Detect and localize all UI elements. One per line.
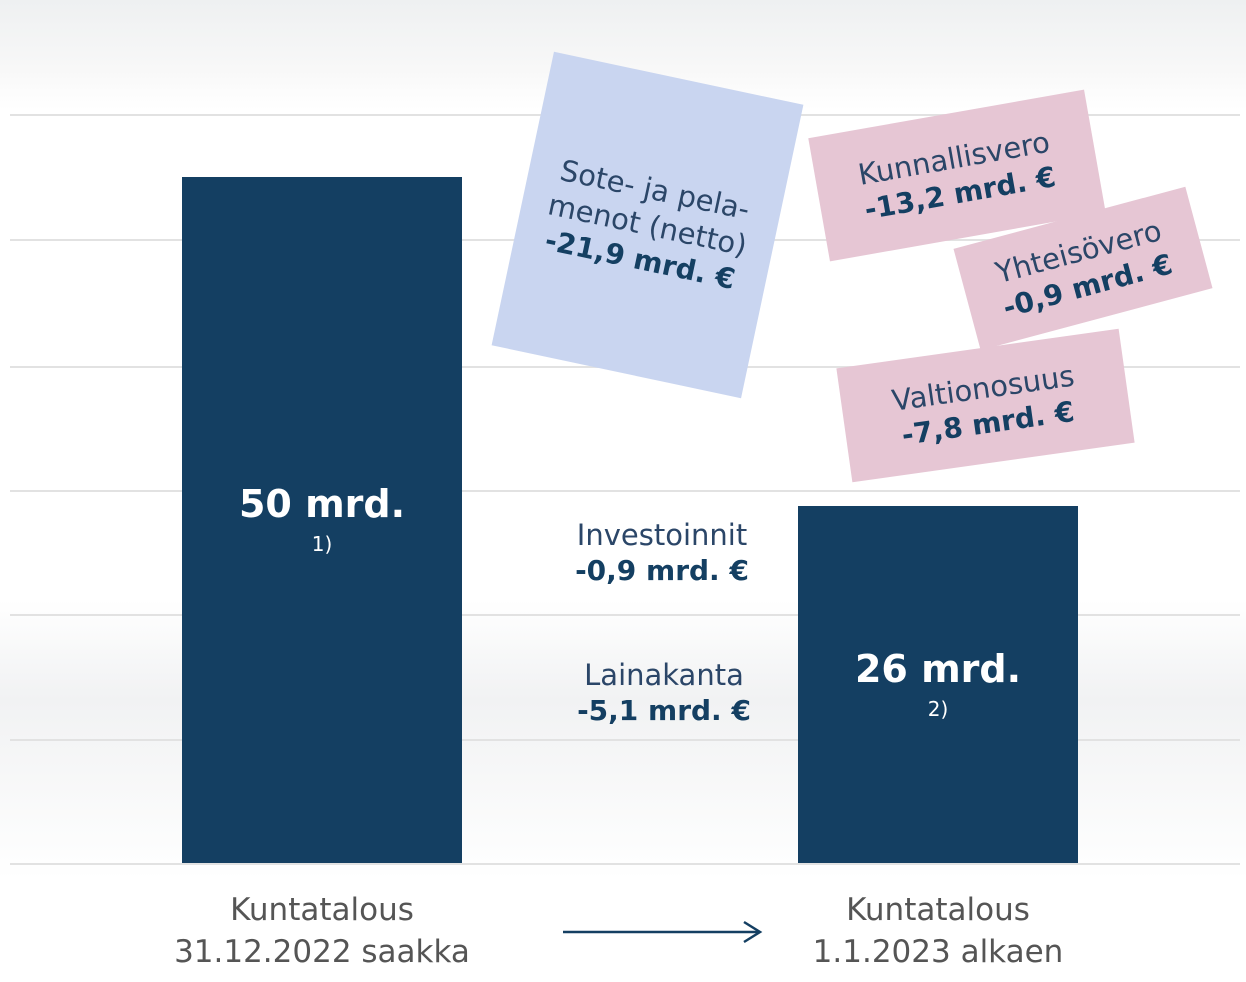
footnote: 1) — [182, 532, 462, 556]
annotation: Investoinnit-0,9 mrd. € — [532, 508, 792, 598]
value-label: 50 mrd. — [182, 482, 462, 526]
annotation-label: Investoinnit — [532, 517, 792, 553]
footnote: 2) — [798, 697, 1078, 721]
annotation-label: Lainakanta — [534, 657, 794, 693]
annotation-value: -0,9 mrd. € — [575, 553, 749, 589]
value-label: 26 mrd. — [798, 647, 1078, 691]
x-tick-label: Kuntatalous 31.12.2022 saakka — [157, 889, 487, 973]
chart: 50 mrd. 1) Kuntatalous 31.12.2022 saakka 26… — [0, 0, 1246, 982]
annotation: Lainakanta-5,1 mrd. € — [534, 648, 794, 738]
annotation-value: -5,1 mrd. € — [577, 693, 751, 729]
x-tick-label: Kuntatalous 1.1.2023 alkaen — [773, 889, 1103, 973]
